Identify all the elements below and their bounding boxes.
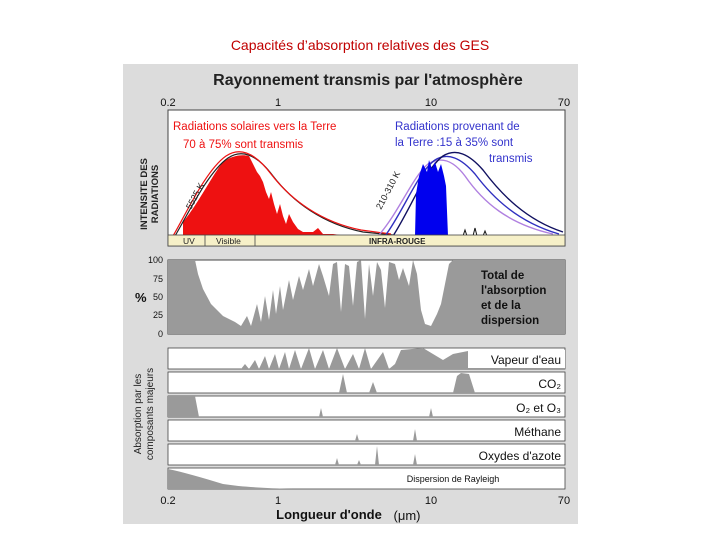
top-axis: 0.2 1 10 70 — [160, 97, 570, 109]
ytick-75: 75 — [153, 274, 163, 284]
band-strip — [167, 234, 566, 247]
slide-title: Capacités d’absorption relatives des GES — [230, 37, 490, 53]
top-tick-0.2: 0.2 — [160, 97, 175, 109]
band-uv: UV — [183, 236, 195, 246]
total-absorption-area — [168, 260, 565, 334]
strip-methane: Méthane — [167, 419, 566, 442]
strip-o2-o3: O₂ et O₃ — [167, 395, 566, 418]
components-panel: Absorption par les composants majeurs Va… — [133, 347, 566, 490]
rayleigh-scattering-area — [168, 469, 293, 489]
bottom-tick-70: 70 — [558, 495, 570, 507]
figure-svg: Rayonnement transmis par l'atmosphère 0.… — [133, 72, 570, 523]
ytick-50: 50 — [153, 292, 163, 302]
total-yticks: 100 75 50 25 0 — [148, 255, 163, 339]
band-visible: Visible — [216, 236, 241, 246]
components-ylabel-1: Absorption par les — [133, 374, 144, 455]
ytick-0: 0 — [158, 329, 163, 339]
band-infrared: INFRA-ROUGE — [369, 237, 426, 246]
bottom-tick-1: 1 — [275, 495, 281, 507]
far-ir-spikes — [462, 227, 488, 237]
top-tick-70: 70 — [558, 97, 570, 109]
strip-rayleigh: Dispersion de Rayleigh — [167, 467, 566, 490]
solar-text-2: 70 à 75% sont transmis — [183, 139, 303, 151]
water-vapour-absorption — [168, 348, 565, 369]
earth-curve-blue — [384, 155, 560, 237]
total-label-4: dispersion — [481, 315, 539, 327]
total-ylabel: % — [135, 290, 147, 305]
atmosphere-transmission-figure: Rayonnement transmis par l'atmosphère 0.… — [123, 64, 578, 524]
bottom-axis: 0.2 1 10 70 — [160, 495, 570, 507]
water-vapour-label: Vapeur d'eau — [491, 353, 561, 367]
top-tick-10: 10 — [425, 97, 437, 109]
radiation-panel: INTENSITE DES RADIATIONS Radiations sola… — [139, 109, 566, 247]
x-axis-label: Longueur d'onde — [276, 507, 382, 522]
top-tick-1: 1 — [275, 97, 281, 109]
o2-o3-label: O₂ et O₃ — [516, 401, 561, 415]
earth-transmitted-area — [415, 160, 448, 236]
radiation-ylabel-1: INTENSITE DES — [139, 158, 150, 230]
total-label-1: Total de — [481, 270, 524, 282]
solar-blackbody-curve-red — [172, 151, 392, 237]
co2-label: CO₂ — [538, 377, 561, 391]
solar-transmitted-area — [183, 155, 368, 236]
x-axis-unit: (μm) — [394, 508, 421, 523]
earth-text-3: transmis — [489, 153, 533, 165]
figure-title: Rayonnement transmis par l'atmosphère — [213, 72, 523, 89]
total-label-2: l'absorption — [481, 285, 546, 297]
o2-o3-absorption — [168, 396, 433, 417]
strip-nitrous-oxides: Oxydes d'azote — [167, 443, 566, 466]
nitrous-oxides-absorption — [335, 446, 417, 465]
strip-co2: CO₂ — [167, 371, 566, 394]
nitrous-oxides-label: Oxydes d'azote — [479, 449, 562, 463]
bottom-tick-10: 10 — [425, 495, 437, 507]
earth-text-2: la Terre :15 à 35% sont — [395, 137, 514, 149]
ytick-100: 100 — [148, 255, 163, 265]
ytick-25: 25 — [153, 310, 163, 320]
components-ylabel-2: composants majeurs — [145, 368, 156, 460]
bottom-tick-0.2: 0.2 — [160, 495, 175, 507]
radiation-ylabel-2: RADIATIONS — [150, 165, 161, 223]
rayleigh-label: Dispersion de Rayleigh — [407, 474, 500, 484]
co2-absorption — [168, 373, 565, 393]
methane-label: Méthane — [514, 425, 561, 439]
total-label-3: et de la — [481, 300, 521, 312]
earth-curve-violet — [377, 159, 554, 237]
earth-text-1: Radiations provenant de — [395, 121, 520, 133]
total-label: Total de l'absorption et de la dispersio… — [481, 270, 546, 327]
strip-water-vapour: Vapeur d'eau — [167, 347, 566, 370]
solar-text-1: Radiations solaires vers la Terre — [173, 121, 336, 133]
total-absorption-panel: 100 75 50 25 0 % Total de l'absorption e… — [135, 255, 566, 339]
